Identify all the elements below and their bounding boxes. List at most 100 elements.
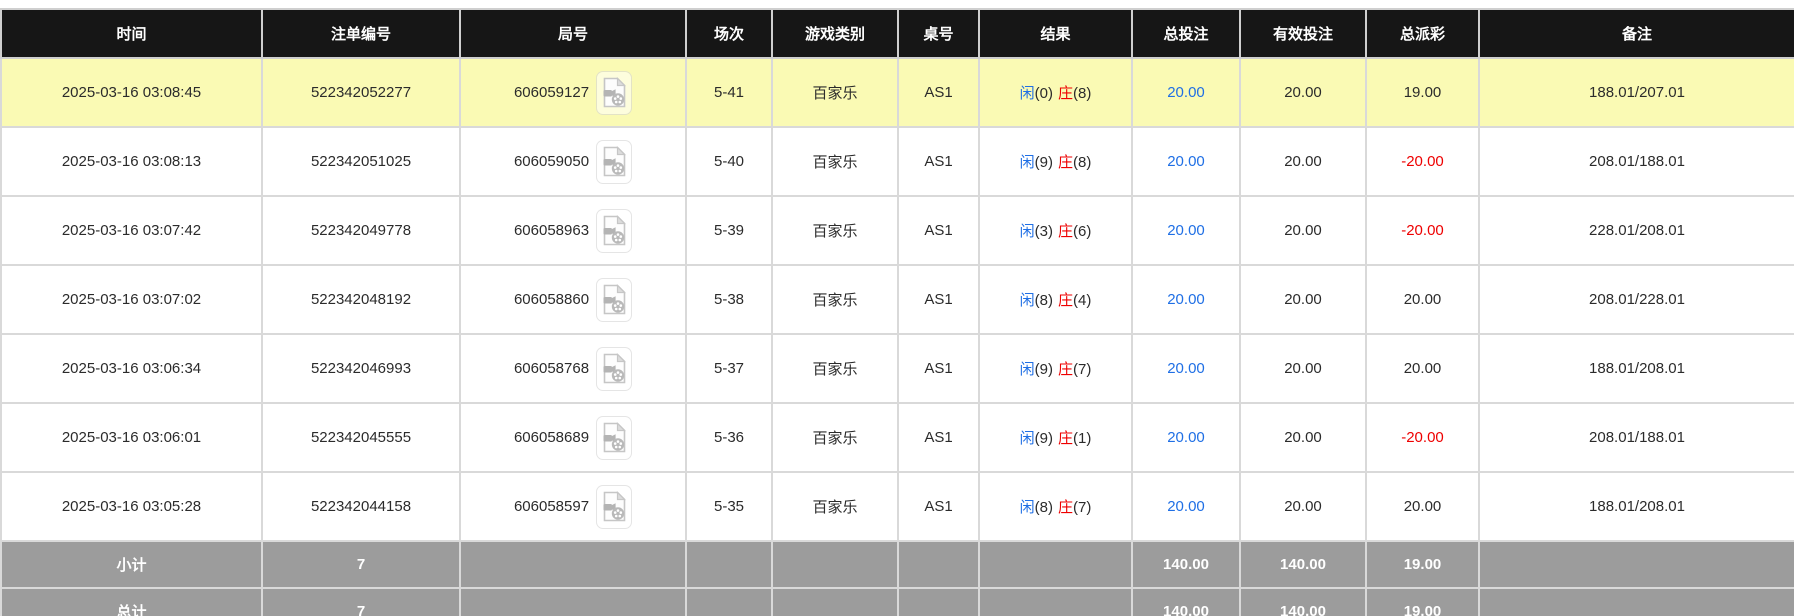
- grand-total-valid-bet: 140.00: [1239, 587, 1367, 616]
- cell-result: 闲(9) 庄(1): [978, 402, 1133, 473]
- grand-total-row: 总计 7 140.00 140.00 19.00: [0, 587, 1794, 616]
- cell-total-payout: -20.00: [1365, 126, 1480, 197]
- cell-round-id: 606059127: [459, 57, 687, 128]
- cell-total-bet: 20.00: [1131, 471, 1241, 542]
- column-header-total-payout: 总派彩: [1365, 8, 1480, 59]
- table-footer: 小计 7 140.00 140.00 19.00 总计 7 1: [0, 540, 1794, 616]
- video-replay-icon: [601, 146, 627, 177]
- cell-remark: 188.01/208.01: [1478, 471, 1794, 542]
- video-replay-icon: [601, 215, 627, 246]
- video-replay-button[interactable]: [596, 139, 633, 184]
- cell-valid-bet: 20.00: [1239, 471, 1367, 542]
- cell-total-payout: 19.00: [1365, 57, 1480, 128]
- cell-table-no: AS1: [897, 402, 980, 473]
- cell-remark: 208.01/188.01: [1478, 402, 1794, 473]
- header-row: 时间 注单编号 局号 场次 游戏类别 桌号 结果 总投注 有效投注 总派彩 备注: [0, 8, 1794, 59]
- column-header-bet-id: 注单编号: [261, 8, 461, 59]
- cell-table-no: AS1: [897, 57, 980, 128]
- cell-bet-id: 522342049778: [261, 195, 461, 266]
- cell-remark: 208.01/228.01: [1478, 264, 1794, 335]
- video-replay-button[interactable]: [596, 346, 633, 391]
- table-row: 2025-03-16 03:08:13 522342051025 6060590…: [0, 126, 1794, 197]
- cell-game-type: 百家乐: [771, 471, 899, 542]
- result-banker-label: 庄: [1058, 499, 1074, 516]
- video-replay-icon: [601, 353, 627, 384]
- result-player-label: 闲: [1019, 85, 1035, 102]
- cell-session: 5-40: [685, 126, 773, 197]
- cell-valid-bet: 20.00: [1239, 126, 1367, 197]
- round-number: 606058597: [513, 498, 590, 515]
- cell-bet-id: 522342052277: [261, 57, 461, 128]
- subtotal-empty-cell: [897, 540, 980, 589]
- cell-table-no: AS1: [897, 126, 980, 197]
- result-banker-label: 庄: [1058, 154, 1074, 171]
- result-banker-label: 庄: [1058, 85, 1074, 102]
- cell-session: 5-41: [685, 57, 773, 128]
- grand-total-label: 总计: [0, 587, 263, 616]
- cell-valid-bet: 20.00: [1239, 264, 1367, 335]
- cell-time: 2025-03-16 03:07:42: [0, 195, 263, 266]
- subtotal-valid-bet: 140.00: [1239, 540, 1367, 589]
- cell-session: 5-38: [685, 264, 773, 335]
- subtotal-empty-cell: [978, 540, 1133, 589]
- cell-session: 5-35: [685, 471, 773, 542]
- round-number: 606059127: [513, 84, 590, 101]
- result-player-score: (9): [1034, 430, 1053, 447]
- result-player-score: (8): [1034, 499, 1053, 516]
- table-row: 2025-03-16 03:06:01 522342045555 6060586…: [0, 402, 1794, 473]
- cell-game-type: 百家乐: [771, 57, 899, 128]
- video-replay-button[interactable]: [596, 208, 633, 253]
- column-header-table-no: 桌号: [897, 8, 980, 59]
- result-banker-score: (7): [1073, 361, 1092, 378]
- video-replay-button[interactable]: [596, 415, 633, 460]
- result-player-label: 闲: [1019, 292, 1035, 309]
- round-number: 606058860: [513, 291, 590, 308]
- cell-time: 2025-03-16 03:08:13: [0, 126, 263, 197]
- subtotal-empty-cell: [459, 540, 687, 589]
- cell-table-no: AS1: [897, 471, 980, 542]
- cell-result: 闲(8) 庄(7): [978, 471, 1133, 542]
- column-header-remark: 备注: [1478, 8, 1794, 59]
- cell-game-type: 百家乐: [771, 402, 899, 473]
- grand-total-total-payout: 19.00: [1365, 587, 1480, 616]
- cell-round-id: 606058860: [459, 264, 687, 335]
- cell-time: 2025-03-16 03:06:34: [0, 333, 263, 404]
- cell-round-id: 606058768: [459, 333, 687, 404]
- result-banker-score: (1): [1073, 430, 1092, 447]
- video-replay-button[interactable]: [596, 277, 633, 322]
- cell-session: 5-39: [685, 195, 773, 266]
- grand-total-empty-cell: [897, 587, 980, 616]
- column-header-time: 时间: [0, 8, 263, 59]
- cell-bet-id: 522342051025: [261, 126, 461, 197]
- result-player-label: 闲: [1019, 154, 1035, 171]
- video-replay-icon: [601, 77, 627, 108]
- cell-time: 2025-03-16 03:06:01: [0, 402, 263, 473]
- cell-time: 2025-03-16 03:07:02: [0, 264, 263, 335]
- result-player-label: 闲: [1019, 223, 1035, 240]
- cell-total-payout: -20.00: [1365, 402, 1480, 473]
- cell-result: 闲(9) 庄(7): [978, 333, 1133, 404]
- video-replay-button[interactable]: [596, 70, 633, 115]
- subtotal-empty-cell: [685, 540, 773, 589]
- table-row: 2025-03-16 03:07:02 522342048192 6060588…: [0, 264, 1794, 335]
- table-row: 2025-03-16 03:06:34 522342046993 6060587…: [0, 333, 1794, 404]
- video-replay-button[interactable]: [596, 484, 633, 529]
- result-player-score: (0): [1034, 85, 1053, 102]
- cell-bet-id: 522342045555: [261, 402, 461, 473]
- column-header-total-bet: 总投注: [1131, 8, 1241, 59]
- result-player-score: (9): [1034, 361, 1053, 378]
- subtotal-empty-cell: [771, 540, 899, 589]
- cell-table-no: AS1: [897, 264, 980, 335]
- result-banker-label: 庄: [1058, 292, 1074, 309]
- cell-game-type: 百家乐: [771, 126, 899, 197]
- cell-result: 闲(0) 庄(8): [978, 57, 1133, 128]
- subtotal-total-payout: 19.00: [1365, 540, 1480, 589]
- cell-bet-id: 522342046993: [261, 333, 461, 404]
- cell-table-no: AS1: [897, 195, 980, 266]
- cell-valid-bet: 20.00: [1239, 402, 1367, 473]
- subtotal-count: 7: [261, 540, 461, 589]
- result-player-score: (3): [1034, 223, 1053, 240]
- result-banker-score: (8): [1073, 154, 1092, 171]
- cell-round-id: 606058597: [459, 471, 687, 542]
